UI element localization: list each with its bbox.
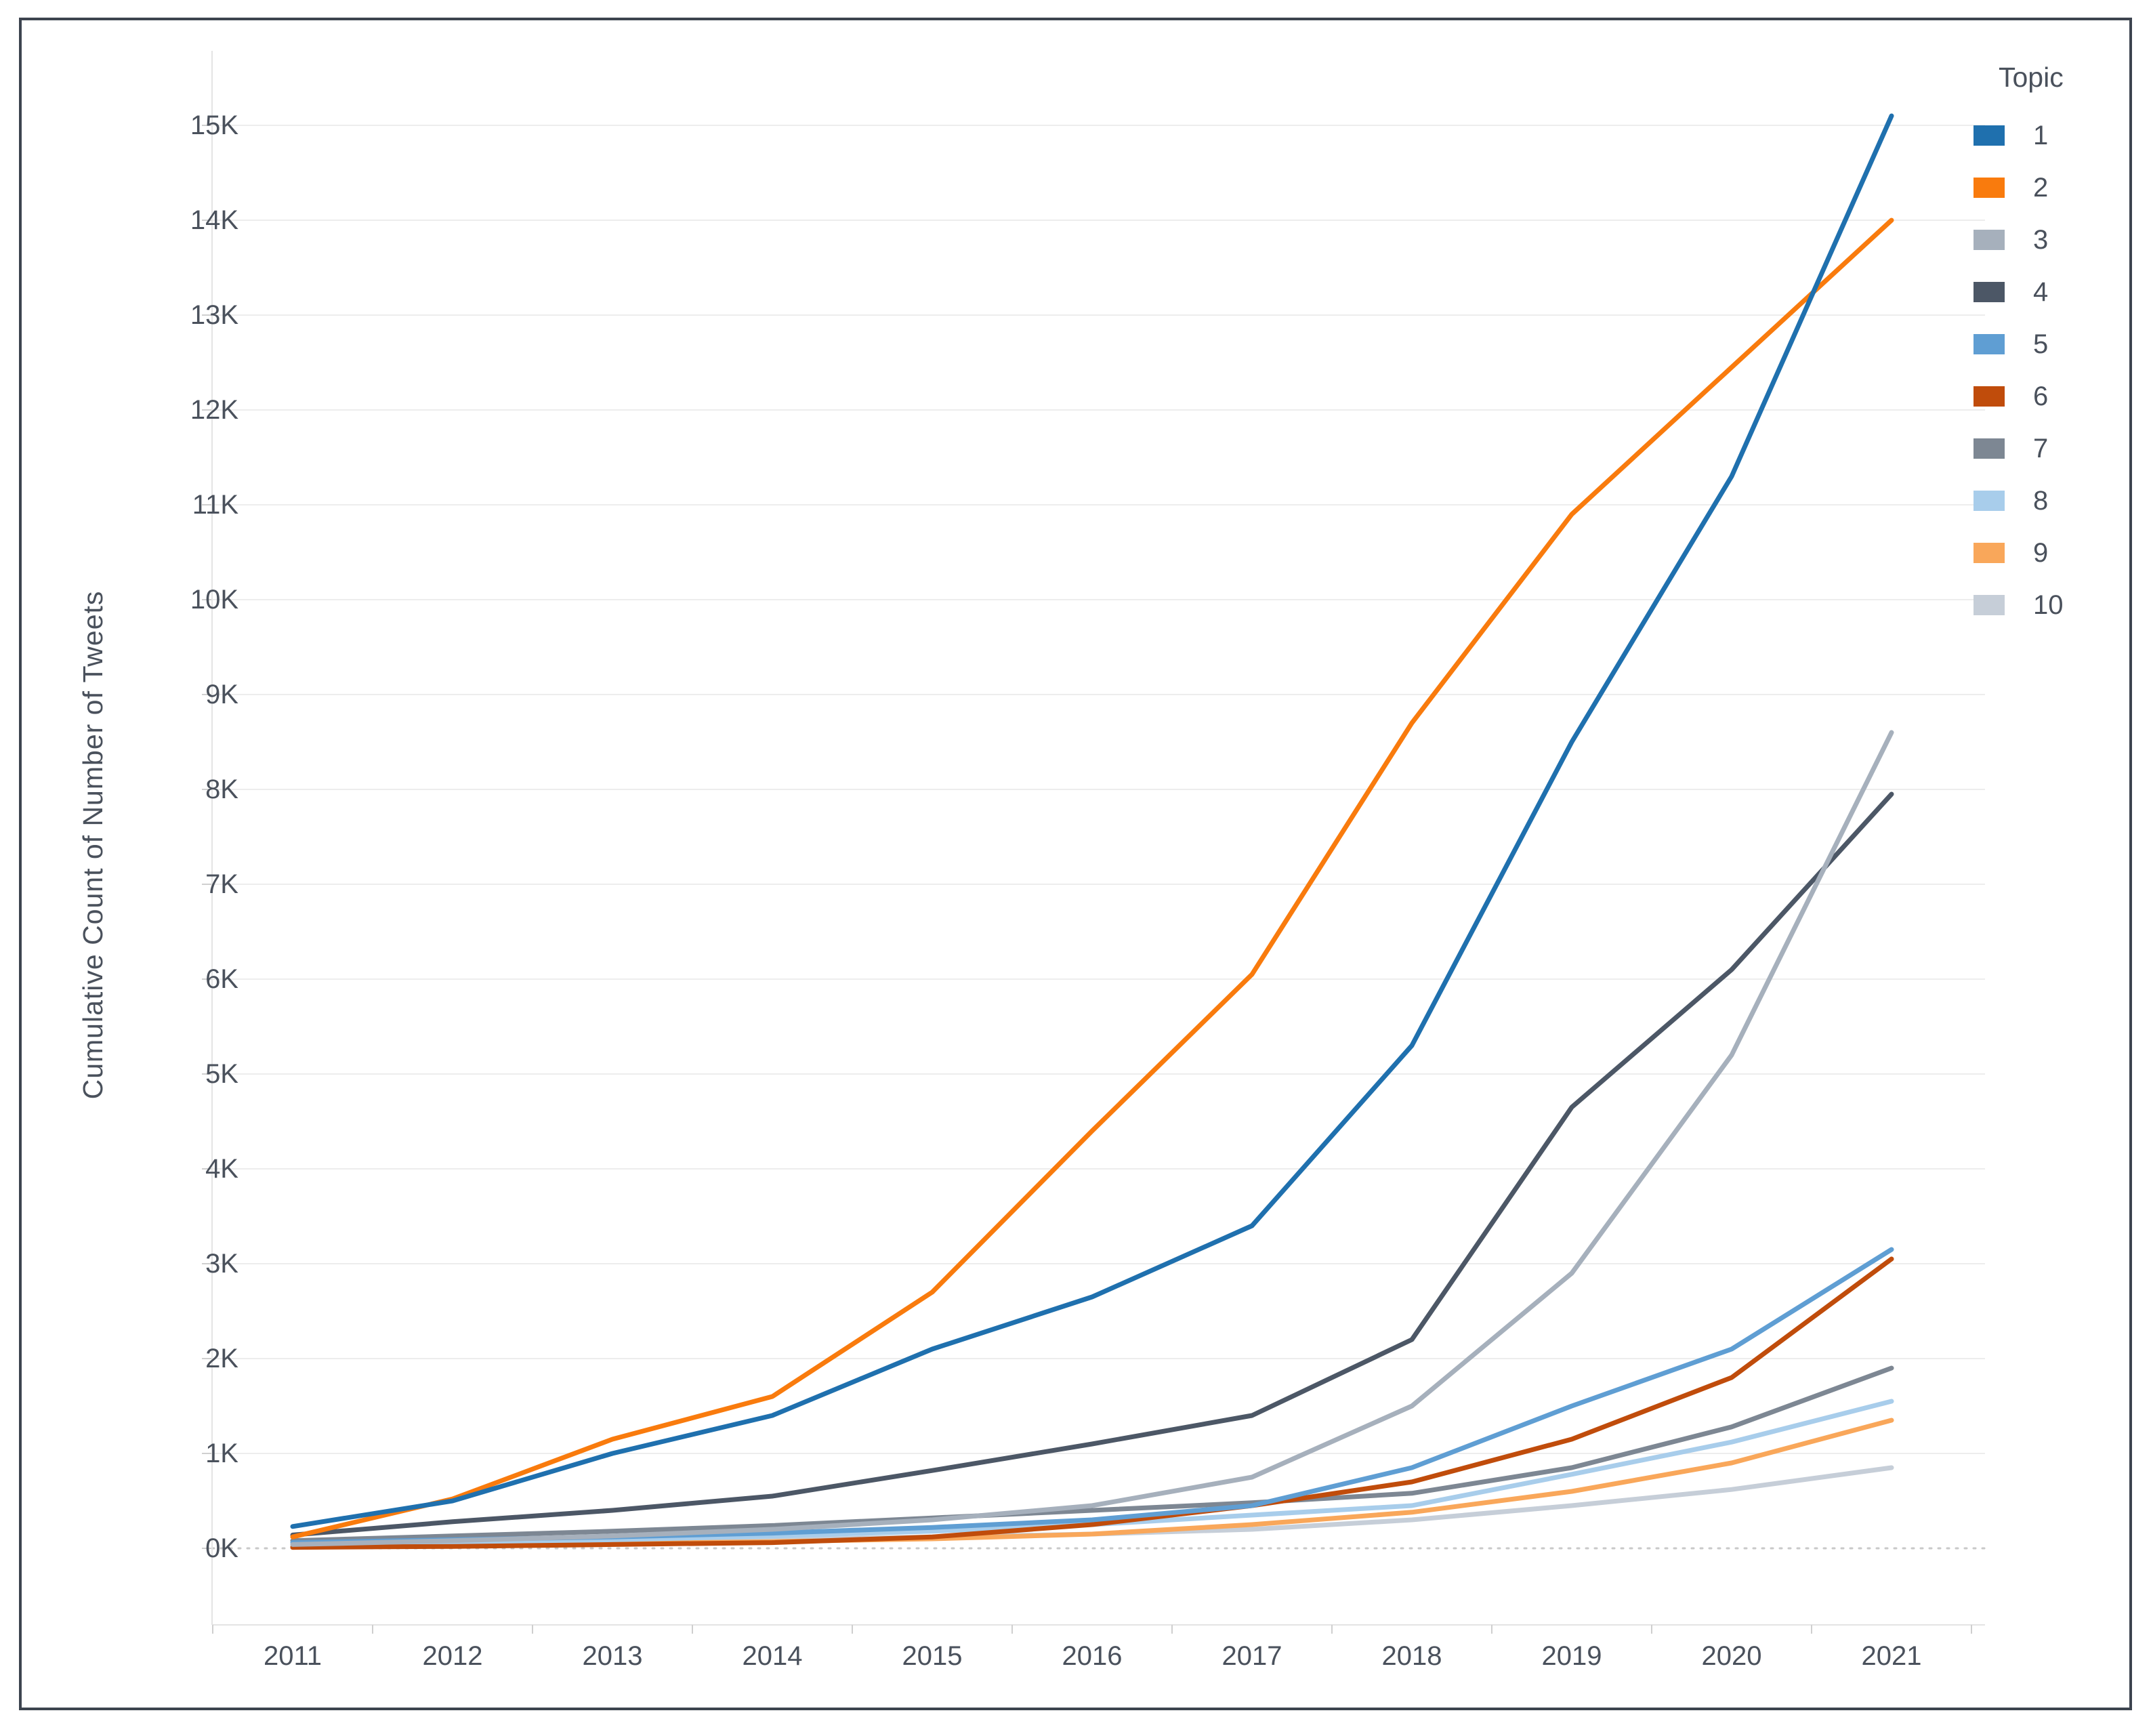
y-tick-label-10K: 10K <box>190 585 238 615</box>
y-tick-label-5K: 5K <box>205 1059 238 1089</box>
legend-item-label: 1 <box>2033 121 2049 150</box>
y-tick-label-0K: 0K <box>205 1533 238 1563</box>
y-tick-label-2K: 2K <box>205 1344 238 1373</box>
legend-swatch-topic-4 <box>1974 282 2005 302</box>
legend-swatch-topic-3 <box>1974 230 2005 250</box>
x-tick-label-2018: 2018 <box>1381 1641 1442 1671</box>
legend-swatch-topic-5 <box>1974 334 2005 354</box>
legend-item-label: 4 <box>2033 277 2049 307</box>
series-line-topic-1[interactable] <box>290 113 1894 1529</box>
legend-swatch-topic-9 <box>1974 543 2005 563</box>
y-tick-label-3K: 3K <box>205 1249 238 1279</box>
legend-item-label: 5 <box>2033 329 2049 359</box>
x-tick-label-2020: 2020 <box>1701 1641 1762 1671</box>
legend-item-label: 6 <box>2033 381 2049 411</box>
y-tick-label-6K: 6K <box>205 964 238 994</box>
legend-item-topic-9[interactable]: 9 <box>1974 538 2048 568</box>
y-tick-label-13K: 13K <box>190 300 238 330</box>
y-tick-label-8K: 8K <box>205 774 238 804</box>
legend-item-topic-6[interactable]: 6 <box>1974 381 2048 411</box>
series-line-topic-4[interactable] <box>290 791 1894 1537</box>
legend-swatch-topic-2 <box>1974 178 2005 198</box>
legend-item-topic-2[interactable]: 2 <box>1974 173 2048 203</box>
legend-swatch-topic-8 <box>1974 491 2005 511</box>
legend-swatch-topic-7 <box>1974 438 2005 459</box>
legend-item-topic-8[interactable]: 8 <box>1974 486 2048 516</box>
legend-item-topic-5[interactable]: 5 <box>1974 329 2048 359</box>
series-line-topic-6[interactable] <box>290 1256 1894 1550</box>
legend-item-label: 10 <box>2033 590 2064 620</box>
x-tick-label-2017: 2017 <box>1221 1641 1282 1671</box>
x-tick-label-2016: 2016 <box>1062 1641 1123 1671</box>
legend-item-topic-1[interactable]: 1 <box>1974 121 2048 150</box>
y-tick-label-7K: 7K <box>205 869 238 899</box>
legend-swatch-topic-1 <box>1974 125 2005 146</box>
y-tick-label-12K: 12K <box>190 395 238 425</box>
legend-item-topic-7[interactable]: 7 <box>1974 434 2048 463</box>
legend-item-label: 8 <box>2033 486 2049 516</box>
y-tick-label-4K: 4K <box>205 1154 238 1184</box>
x-tick-label-2015: 2015 <box>902 1641 963 1671</box>
legend-item-label: 7 <box>2033 434 2049 463</box>
legend-item-label: 9 <box>2033 538 2049 568</box>
y-tick-label-11K: 11K <box>192 490 238 520</box>
x-tick-label-2021: 2021 <box>1861 1641 1922 1671</box>
legend-swatch-topic-10 <box>1974 595 2005 615</box>
legend-item-label: 2 <box>2033 173 2049 203</box>
legend-item-topic-3[interactable]: 3 <box>1974 225 2048 255</box>
series-line-topic-7[interactable] <box>290 1365 1894 1544</box>
series-line-topic-9[interactable] <box>290 1418 1894 1550</box>
x-tick-label-2019: 2019 <box>1541 1641 1602 1671</box>
x-tick-label-2013: 2013 <box>582 1641 643 1671</box>
y-tick-label-1K: 1K <box>205 1439 238 1468</box>
y-tick-label-15K: 15K <box>190 110 238 140</box>
x-tick-label-2012: 2012 <box>422 1641 483 1671</box>
legend-swatch-topic-6 <box>1974 386 2005 407</box>
series-line-topic-3[interactable] <box>290 730 1894 1547</box>
x-tick-label-2014: 2014 <box>742 1641 803 1671</box>
legend-item-topic-10[interactable]: 10 <box>1974 590 2064 620</box>
legend-title: Topic <box>1999 62 2064 93</box>
legend-item-topic-4[interactable]: 4 <box>1974 277 2048 307</box>
series-line-topic-2[interactable] <box>290 218 1894 1539</box>
y-tick-label-14K: 14K <box>190 205 238 235</box>
x-tick-label-2011: 2011 <box>263 1641 322 1671</box>
legend-item-label: 3 <box>2033 225 2049 255</box>
y-tick-label-9K: 9K <box>205 680 238 709</box>
